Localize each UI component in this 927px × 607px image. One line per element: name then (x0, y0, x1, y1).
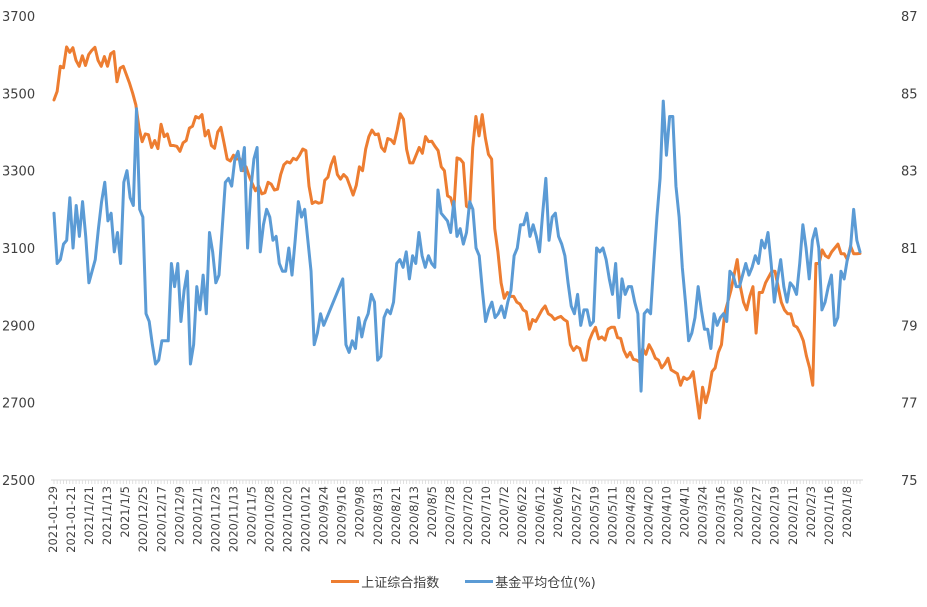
legend-item-fund-position: 基金平均仓位(%) (465, 572, 596, 591)
y-left-tick-label: 3700 (2, 10, 35, 25)
x-tick-label: 2020/12/25 (136, 486, 150, 552)
x-tick-label: 2020/6/4 (551, 486, 565, 538)
y-right-tick-label: 81 (901, 242, 918, 257)
x-tick-label: 2020/1/8 (840, 486, 854, 538)
y-right-tick-label: 77 (901, 397, 918, 412)
y-left-tick-label: 2900 (2, 319, 35, 334)
x-tick-label: 2020/2/19 (768, 486, 782, 545)
legend-label: 上证综合指数 (361, 576, 440, 591)
y-left-tick-label: 3300 (2, 165, 35, 180)
x-tick-label: 2020/9/24 (317, 486, 331, 545)
x-tick-label: 2020/8/5 (425, 486, 439, 538)
series-line-shanghai-composite (52, 45, 862, 420)
x-tick-label: 2020/3/6 (732, 486, 746, 538)
x-tick-label: 2020/9/8 (353, 486, 367, 538)
x-tick-label: 2021/1/13 (100, 486, 114, 545)
x-tick-label: 2020/10/28 (263, 486, 277, 552)
x-tick-label: 2020/8/13 (407, 486, 421, 545)
x-tick-label: 2020/5/19 (587, 486, 601, 545)
y-left-tick-label: 3500 (2, 87, 35, 102)
x-tick-label: 2020/8/21 (389, 486, 403, 545)
series-line-fund-position (52, 99, 862, 393)
x-tick-label: 2020/4/20 (641, 486, 655, 545)
x-tick-label: 2020/2/3 (804, 486, 818, 538)
x-tick-label: 2020/11/13 (226, 486, 240, 552)
x-tick-label: 2020/6/22 (515, 486, 529, 545)
x-tick-label: 2020/10/20 (281, 486, 295, 552)
x-tick-label: 2021-01-29 (46, 486, 60, 553)
legend-label: 基金平均仓位(%) (495, 576, 596, 591)
x-tick-label: 2020/9/16 (335, 486, 349, 545)
x-tick-label: 2021-01-21 (64, 486, 78, 553)
x-tick-label: 2020/2/27 (750, 486, 764, 545)
x-tick-label: 2020/7/2 (497, 486, 511, 538)
legend: 上证综合指数 基金平均仓位(%) (0, 572, 927, 591)
x-tick-label: 2020/4/10 (659, 486, 673, 545)
legend-item-shanghai-composite: 上证综合指数 (331, 572, 439, 591)
y-left-tick-label: 2500 (2, 474, 35, 489)
x-tick-label: 2020/5/11 (605, 486, 619, 545)
x-tick-label: 2020/2/11 (786, 486, 800, 545)
legend-swatch-orange (331, 580, 360, 583)
x-tick-label: 2020/7/20 (461, 486, 475, 545)
x-tick-label: 2020/1/16 (822, 486, 836, 545)
x-tick-label: 2020/11/5 (244, 486, 258, 545)
x-tick-label: 2020/10/12 (299, 486, 313, 552)
x-tick-label: 2020/11/23 (208, 486, 222, 552)
x-tick-label: 2020/3/24 (696, 486, 710, 545)
x-tick-label: 2020/7/10 (479, 486, 493, 545)
x-axis: 2021-01-29 2021-01-21 2021/1/21 2021/1/13 20… (46, 479, 863, 553)
series-layer (52, 45, 862, 420)
y-right-tick-label: 75 (901, 474, 918, 489)
x-tick-label: 2020/4/28 (623, 486, 637, 545)
x-tick-label: 2021/1/21 (82, 486, 96, 545)
y-left-tick-label: 2700 (2, 397, 35, 412)
x-tick-label: 2020/6/12 (533, 486, 547, 545)
y-axis-right: 75 77 79 81 83 85 87 (901, 10, 918, 489)
x-tick-label: 2020/3/16 (714, 486, 728, 545)
x-tick-label: 2020/12/1 (190, 486, 204, 545)
y-right-tick-label: 83 (901, 165, 918, 180)
x-tick-label: 2020/4/1 (678, 486, 692, 538)
x-tick-label: 2020/5/27 (569, 486, 583, 545)
y-right-tick-label: 79 (901, 319, 918, 334)
x-tick-label: 2021/1/5 (118, 486, 132, 538)
y-right-tick-label: 87 (901, 10, 918, 25)
x-tick-label: 2020/8/31 (371, 486, 385, 545)
y-right-tick-label: 85 (901, 87, 918, 102)
legend-swatch-blue (465, 580, 494, 583)
y-axis-left: 2500 2700 2900 3100 3300 3500 3700 (2, 10, 35, 489)
y-left-tick-label: 3100 (2, 242, 35, 257)
x-tick-label: 2020/7/28 (443, 486, 457, 545)
x-tick-label: 2020/12/9 (172, 486, 186, 545)
x-tick-label: 2020/12/17 (154, 486, 168, 552)
